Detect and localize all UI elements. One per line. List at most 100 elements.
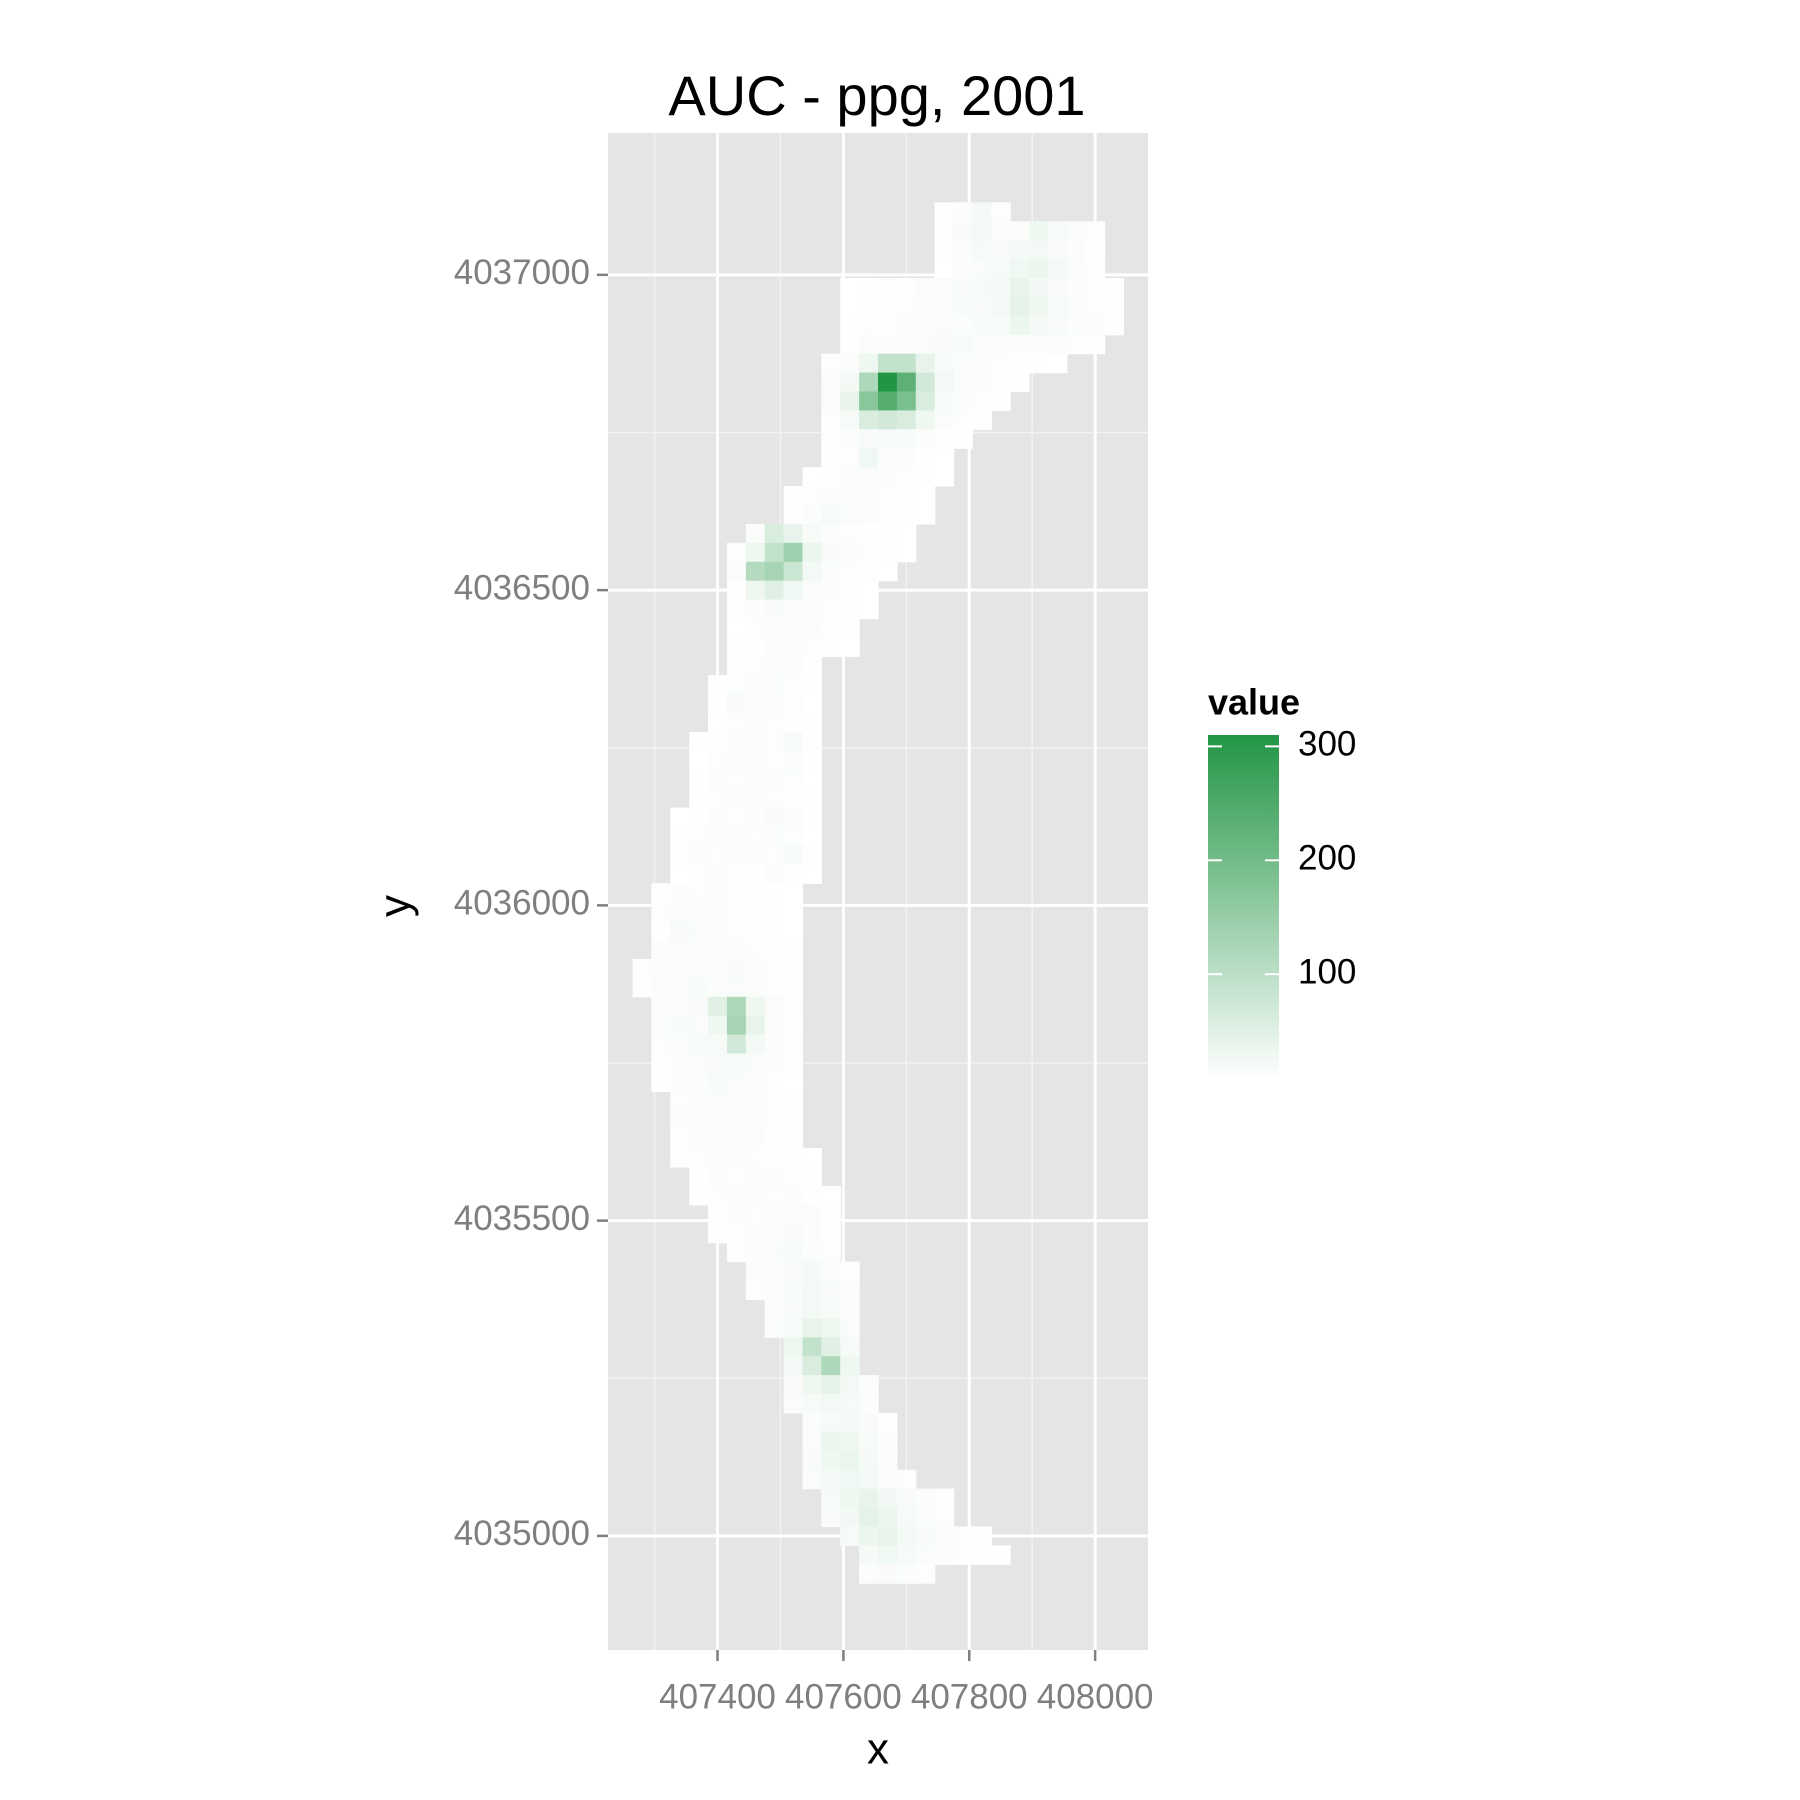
heat-cell: [764, 580, 785, 601]
heat-cell: [896, 410, 917, 430]
heat-cell: [708, 1072, 728, 1092]
heat-cell: [934, 259, 955, 279]
heat-cell: [915, 315, 936, 336]
heat-cell: [726, 599, 747, 620]
heat-cell: [726, 958, 747, 979]
heat-cell: [1010, 334, 1030, 355]
heat-cell: [859, 296, 879, 317]
heat-cell: [783, 940, 804, 960]
heat-cell: [651, 902, 671, 922]
chart-title: AUC - ppg, 2001: [668, 64, 1085, 127]
heat-cell: [726, 542, 747, 563]
heat-cell: [1085, 334, 1106, 355]
heat-cell: [1010, 353, 1030, 374]
heat-cell: [764, 1223, 785, 1244]
heat-cell: [896, 1545, 917, 1565]
heat-cell: [764, 731, 785, 752]
heat-cell: [670, 1129, 690, 1149]
heat-cell: [783, 996, 804, 1017]
heat-cell: [802, 845, 822, 865]
heat-cell: [991, 391, 1011, 412]
heat-cell: [670, 845, 690, 865]
heat-cell: [896, 448, 917, 468]
heat-cell: [821, 1469, 841, 1490]
heat-cell: [953, 259, 974, 279]
heat-cell: [726, 902, 747, 922]
heat-cell: [726, 750, 747, 771]
heat-cell: [934, 202, 955, 222]
heat-cell: [896, 1488, 917, 1509]
heat-cell: [934, 448, 955, 468]
heat-cell: [689, 731, 709, 752]
heat-cell: [708, 807, 728, 828]
heat-cell: [726, 1015, 747, 1036]
heat-cell: [821, 448, 841, 468]
heat-cell: [821, 504, 841, 525]
heat-cell: [708, 694, 728, 714]
heat-cell: [840, 315, 860, 336]
heat-cell: [802, 486, 822, 506]
heat-cell: [821, 1242, 841, 1263]
heat-cell: [972, 391, 992, 412]
heat-cell: [1010, 240, 1030, 260]
heat-cell: [764, 996, 785, 1017]
heat-cell: [745, 1110, 766, 1130]
heat-cell: [896, 296, 917, 317]
heat-cell: [726, 1034, 747, 1055]
heat-cell: [764, 1185, 785, 1206]
heat-cell: [934, 240, 955, 260]
heat-cell: [972, 372, 992, 393]
heat-cell: [764, 883, 785, 903]
heat-cell: [745, 902, 766, 922]
heat-cell: [708, 1034, 728, 1055]
heat-cell: [783, 599, 804, 620]
heat-cell: [783, 1034, 804, 1055]
heat-cell: [708, 996, 728, 1017]
heat-cell: [934, 429, 955, 449]
heat-cell: [670, 996, 690, 1017]
heat-cell: [878, 561, 898, 582]
heat-cell: [689, 883, 709, 903]
heat-cell: [934, 391, 955, 412]
heat-cell: [726, 940, 747, 960]
heat-cell: [878, 1412, 898, 1433]
heat-cell: [726, 788, 747, 809]
heat-cell: [953, 353, 974, 374]
heat-cell: [726, 1167, 747, 1187]
heat-cell: [632, 958, 653, 979]
heat-cell: [821, 1356, 841, 1376]
heat-cell: [915, 278, 936, 298]
heat-cell: [708, 902, 728, 922]
heat-cell: [821, 372, 841, 393]
heat-cell: [1010, 372, 1030, 393]
heat-cell: [764, 656, 785, 676]
heat-cell: [745, 769, 766, 790]
heat-cell: [783, 542, 804, 563]
heat-cell: [802, 713, 822, 733]
heat-cell: [972, 202, 992, 222]
heat-cell: [878, 1564, 898, 1584]
heat-cell: [670, 940, 690, 960]
heat-cell: [708, 1204, 728, 1225]
heat-cell: [802, 1148, 822, 1168]
heat-cell: [840, 580, 860, 601]
heat-cell: [783, 1110, 804, 1130]
heat-cell: [764, 902, 785, 922]
heat-cell: [689, 940, 709, 960]
heat-cell: [745, 1242, 766, 1263]
heat-cell: [859, 315, 879, 336]
heat-cell: [1047, 353, 1068, 374]
heat-cell: [934, 315, 955, 336]
heat-cell: [859, 429, 879, 449]
heat-cell: [783, 486, 804, 506]
heat-cell: [764, 750, 785, 771]
heat-cell: [1066, 278, 1087, 298]
heat-cell: [1047, 278, 1068, 298]
heat-cell: [1047, 221, 1068, 241]
heat-cell: [915, 486, 936, 506]
heat-cell: [1085, 315, 1106, 336]
heat-cell: [783, 769, 804, 790]
heat-cell: [878, 372, 898, 393]
heat-cell: [1010, 278, 1030, 298]
heat-cell: [689, 864, 709, 884]
